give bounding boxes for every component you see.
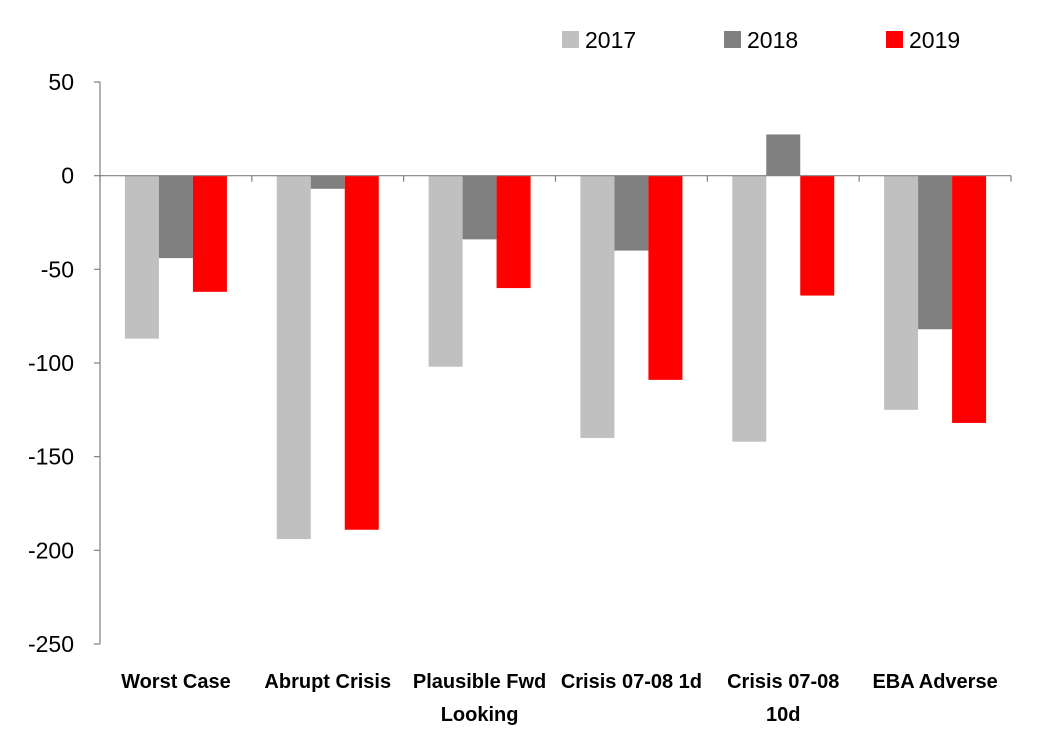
y-tick-label: -200	[28, 537, 74, 563]
x-category-label: EBA Adverse	[872, 671, 997, 693]
x-category-label: Crisis 07-08	[727, 671, 839, 693]
axes-layer	[94, 81, 1012, 645]
bar-2018-2	[462, 175, 497, 240]
bar-2018-5	[918, 175, 953, 330]
legend-swatch-2018	[724, 31, 741, 48]
labels-layer: 50 0 -50 -100 -150 -200 -250 Worst Case Abrupt C…	[28, 69, 998, 726]
bar-2017-4	[732, 175, 767, 442]
y-tick-label: -100	[28, 350, 74, 376]
y-tick-label: -50	[41, 256, 74, 282]
legend-label-2018: 2018	[747, 27, 798, 53]
bar-2017-0	[124, 175, 159, 339]
bar-2018-4	[766, 134, 801, 176]
y-tick-label: -250	[28, 631, 74, 657]
legend-label-2019: 2019	[909, 27, 960, 53]
legend-swatch-2019	[886, 31, 903, 48]
legend-label-2017: 2017	[585, 27, 636, 53]
bar-2017-5	[884, 175, 919, 410]
bar-2019-3	[648, 175, 683, 380]
y-tick-label: -150	[28, 444, 74, 470]
bar-2019-2	[496, 175, 531, 289]
bar-2018-3	[614, 175, 649, 251]
x-category-label: Plausible Fwd	[413, 671, 546, 693]
x-category-label: Crisis 07-08 1d	[561, 671, 702, 693]
bar-2018-0	[158, 175, 193, 259]
x-category-label: 10d	[766, 704, 800, 726]
bar-2019-0	[192, 175, 227, 292]
bar-2019-1	[344, 175, 379, 530]
legend: 2017 2018 2019	[562, 27, 960, 53]
legend-swatch-2017	[562, 31, 579, 48]
x-category-label: Abrupt Crisis	[264, 671, 391, 693]
bars-layer	[124, 134, 987, 540]
bar-2017-3	[580, 175, 615, 438]
bar-2019-4	[800, 175, 835, 296]
x-category-label: Worst Case	[121, 671, 231, 693]
bar-2017-1	[276, 175, 311, 540]
bar-2018-1	[310, 175, 345, 189]
y-tick-label: 0	[61, 163, 74, 189]
x-category-label: Looking	[441, 704, 519, 726]
y-tick-label: 50	[48, 69, 74, 95]
bar-2019-5	[952, 175, 987, 423]
bar-2017-2	[428, 175, 463, 367]
